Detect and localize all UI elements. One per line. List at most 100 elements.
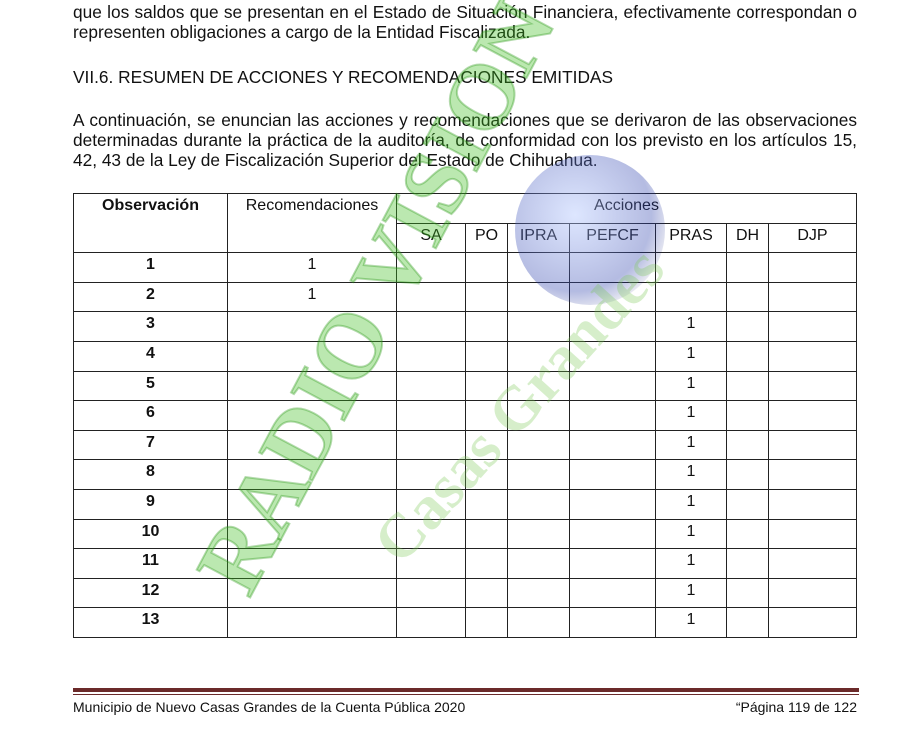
- header-acciones: Acciones: [396, 193, 857, 224]
- sa-cell: [396, 488, 466, 520]
- sa-cell: [396, 577, 466, 609]
- pefcf-cell: [569, 340, 656, 372]
- ipra-cell: [507, 577, 570, 609]
- po-cell: [465, 281, 508, 313]
- page-number: “Página 119 de 122: [735, 699, 857, 715]
- header-sa: SA: [396, 222, 466, 254]
- observacion-cell: 3: [73, 311, 228, 342]
- ipra-cell: [507, 311, 570, 342]
- po-cell: [465, 607, 508, 638]
- djp-cell: [768, 281, 857, 313]
- table-row: 13 1: [73, 607, 857, 638]
- pras-cell: 1: [655, 459, 727, 490]
- recomendaciones-cell: [227, 459, 397, 490]
- po-cell: [465, 429, 508, 461]
- po-cell: [465, 518, 508, 550]
- recomendaciones-cell: 1: [227, 281, 397, 313]
- pefcf-cell: [569, 488, 656, 520]
- dh-cell: [726, 548, 769, 579]
- pefcf-cell: [569, 607, 656, 638]
- ipra-cell: [507, 488, 570, 520]
- sa-cell: [396, 548, 466, 579]
- djp-cell: [768, 518, 857, 550]
- pefcf-cell: [569, 429, 656, 461]
- ipra-cell: [507, 370, 570, 402]
- po-cell: [465, 577, 508, 609]
- sa-cell: [396, 607, 466, 638]
- djp-cell: [768, 548, 857, 579]
- observacion-cell: 12: [73, 577, 228, 609]
- ipra-cell: [507, 607, 570, 638]
- table-row: 12 1: [73, 577, 857, 609]
- ipra-cell: [507, 429, 570, 461]
- dh-cell: [726, 400, 769, 431]
- pefcf-cell: [569, 400, 656, 431]
- djp-cell: [768, 340, 857, 372]
- sa-cell: [396, 340, 466, 372]
- sa-cell: [396, 311, 466, 342]
- sa-cell: [396, 281, 466, 313]
- pefcf-cell: [569, 311, 656, 342]
- ipra-cell: [507, 281, 570, 313]
- po-cell: [465, 311, 508, 342]
- table-row: 11 1: [73, 548, 857, 579]
- ipra-cell: [507, 400, 570, 431]
- dh-cell: [726, 252, 769, 283]
- recomendaciones-cell: [227, 577, 397, 609]
- ipra-cell: [507, 340, 570, 372]
- djp-cell: [768, 370, 857, 402]
- observacion-cell: 1: [73, 252, 228, 283]
- ipra-cell: [507, 518, 570, 550]
- dh-cell: [726, 311, 769, 342]
- section-heading: VII.6. RESUMEN DE ACCIONES Y RECOMENDACI…: [73, 67, 613, 87]
- recomendaciones-cell: [227, 518, 397, 550]
- header-observacion: Observación: [73, 192, 228, 254]
- ipra-cell: [507, 252, 570, 283]
- recomendaciones-cell: [227, 488, 397, 520]
- po-cell: [465, 400, 508, 431]
- dh-cell: [726, 340, 769, 372]
- footer-rule: [73, 688, 859, 692]
- intro-paragraph: que los saldos que se presentan en el Es…: [73, 2, 857, 42]
- dh-cell: [726, 518, 769, 550]
- dh-cell: [726, 488, 769, 520]
- header-pefcf: PEFCF: [569, 222, 656, 254]
- recomendaciones-cell: [227, 370, 397, 402]
- recomendaciones-cell: [227, 607, 397, 638]
- table-row: 10 1: [73, 518, 857, 550]
- pras-cell: 1: [655, 311, 727, 342]
- observacion-cell: 11: [73, 548, 228, 579]
- observacion-cell: 5: [73, 370, 228, 402]
- header-po: PO: [465, 222, 508, 254]
- sa-cell: [396, 252, 466, 283]
- observacion-cell: 6: [73, 400, 228, 431]
- observacion-cell: 4: [73, 340, 228, 372]
- footer-rule-thin: [73, 694, 859, 695]
- recomendaciones-cell: [227, 311, 397, 342]
- footer-title: Municipio de Nuevo Casas Grandes de la C…: [73, 699, 466, 715]
- dh-cell: [726, 607, 769, 638]
- recomendaciones-cell: [227, 400, 397, 431]
- recomendaciones-cell: [227, 429, 397, 461]
- pefcf-cell: [569, 281, 656, 313]
- pras-cell: [655, 252, 727, 283]
- djp-cell: [768, 311, 857, 342]
- djp-cell: [768, 577, 857, 609]
- observacion-cell: 10: [73, 518, 228, 550]
- ipra-cell: [507, 459, 570, 490]
- pefcf-cell: [569, 518, 656, 550]
- sa-cell: [396, 429, 466, 461]
- po-cell: [465, 340, 508, 372]
- pefcf-cell: [569, 548, 656, 579]
- pras-cell: 1: [655, 607, 727, 638]
- observacion-cell: 8: [73, 459, 228, 490]
- observacion-cell: 9: [73, 488, 228, 520]
